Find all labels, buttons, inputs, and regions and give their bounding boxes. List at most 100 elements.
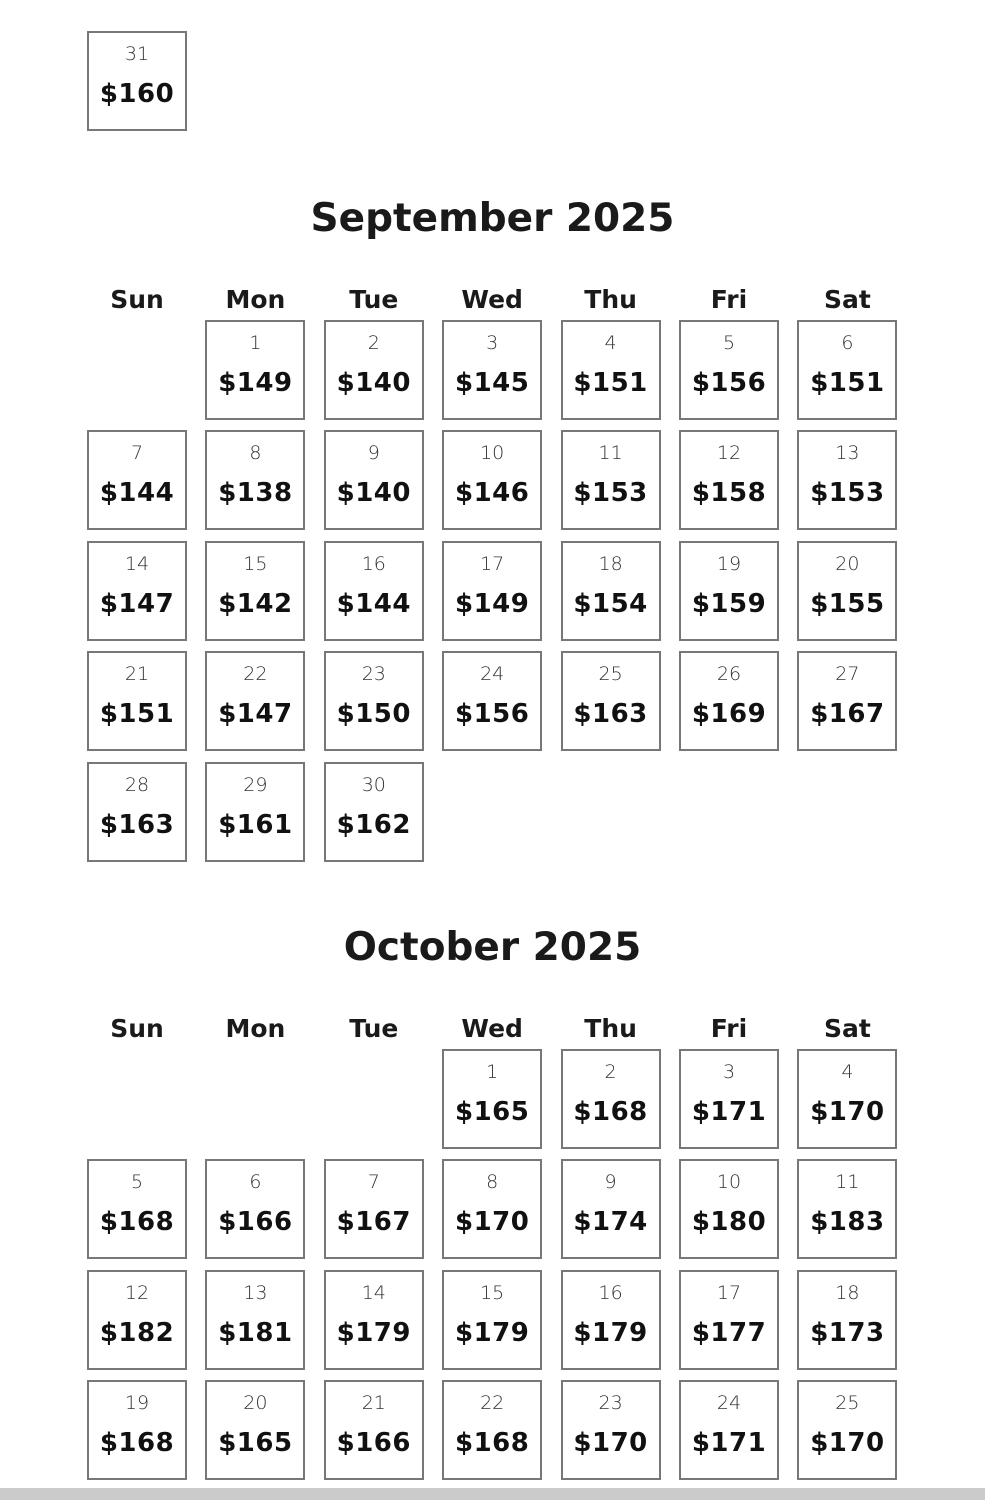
day-price: $159	[691, 588, 767, 619]
day-price: $168	[573, 1097, 648, 1127]
day-cell[interactable]: 2 $140	[323, 320, 424, 420]
day-price: $182	[99, 1317, 175, 1348]
day-number: 28	[124, 773, 150, 796]
day-cell[interactable]: 7 $167	[323, 1159, 424, 1260]
day-cell[interactable]: 5 $156	[679, 320, 779, 420]
day-cell[interactable]: 4 $170	[797, 1049, 898, 1149]
day-price: $149	[455, 588, 530, 619]
day-price: $168	[99, 1428, 175, 1459]
day-number: 5	[722, 332, 736, 354]
day-number: 9	[604, 1171, 617, 1194]
day-number: 22	[480, 1392, 505, 1415]
day-cell[interactable]: 6 $151	[797, 320, 898, 420]
day-cell[interactable]: 8 $138	[205, 430, 306, 531]
day-number: 3	[486, 332, 499, 354]
day-cell[interactable]: 23 $150	[323, 651, 424, 752]
day-cell[interactable]: 20 $155	[797, 540, 898, 641]
day-cell[interactable]: 21 $166	[323, 1380, 424, 1481]
day-cell[interactable]: 27 $167	[797, 651, 898, 752]
day-price: $183	[810, 1207, 885, 1238]
day-number: 5	[130, 1171, 144, 1194]
day-number: 17	[480, 552, 505, 575]
day-cell[interactable]: 10 $146	[442, 430, 543, 531]
day-cell[interactable]: 8 $170	[442, 1159, 543, 1260]
day-price: $165	[455, 1097, 530, 1127]
day-price: $170	[810, 1097, 885, 1127]
day-number: 10	[480, 442, 505, 465]
day-price: $168	[99, 1207, 175, 1238]
day-price: $174	[573, 1207, 648, 1238]
day-cell[interactable]: 11 $183	[797, 1159, 898, 1260]
day-cell[interactable]: 21 $151	[87, 651, 187, 752]
day-price: $170	[810, 1428, 885, 1459]
day-cell[interactable]: 30 $162	[323, 761, 424, 862]
day-cell[interactable]: 13 $153	[797, 430, 898, 531]
day-cell[interactable]: 15 $142	[205, 540, 306, 641]
day-cell[interactable]: 10 $180	[679, 1159, 779, 1260]
day-cell[interactable]: 16 $179	[560, 1269, 661, 1370]
day-cell[interactable]: 1 $149	[205, 320, 306, 420]
day-cell[interactable]: 20 $165	[205, 1380, 306, 1481]
day-cell[interactable]: 31 $160	[87, 31, 187, 131]
day-cell[interactable]: 17 $149	[442, 540, 543, 641]
weekday-header: Sat	[823, 285, 871, 314]
day-cell[interactable]: 4 $151	[560, 320, 661, 420]
day-cell[interactable]: 3 $145	[442, 320, 543, 420]
day-price: $169	[691, 699, 767, 730]
day-cell[interactable]: 29 $161	[205, 761, 306, 862]
day-cell[interactable]: 12 $182	[87, 1269, 187, 1370]
day-cell[interactable]: 18 $154	[560, 540, 661, 641]
day-price: $144	[99, 478, 175, 509]
weekday-header: Tue	[349, 285, 399, 314]
day-cell[interactable]: 6 $166	[205, 1159, 306, 1260]
day-cell[interactable]: 12 $158	[679, 430, 779, 531]
weekday-header: Wed	[461, 285, 523, 314]
scrollbar-track[interactable]	[0, 1488, 985, 1500]
day-cell[interactable]: 9 $174	[560, 1159, 661, 1260]
day-cell[interactable]: 23 $170	[560, 1380, 661, 1481]
day-price: $170	[455, 1207, 530, 1238]
day-cell[interactable]: 16 $144	[323, 540, 424, 641]
day-number: 25	[835, 1392, 860, 1415]
day-cell[interactable]: 28 $163	[87, 761, 187, 862]
day-cell[interactable]: 19 $168	[87, 1380, 187, 1481]
weekday-header: Sun	[110, 1014, 164, 1043]
day-cell[interactable]: 22 $168	[442, 1380, 543, 1481]
day-cell[interactable]: 17 $177	[679, 1269, 779, 1370]
day-cell[interactable]: 11 $153	[560, 430, 661, 531]
day-cell[interactable]: 19 $159	[679, 540, 779, 641]
day-cell[interactable]: 22 $147	[205, 651, 306, 752]
day-cell[interactable]: 7 $144	[87, 430, 187, 531]
day-cell[interactable]: 25 $163	[560, 651, 661, 752]
day-cell[interactable]: 13 $181	[205, 1269, 306, 1370]
day-number: 15	[480, 1281, 505, 1304]
day-cell[interactable]: 14 $179	[323, 1269, 424, 1370]
day-cell[interactable]: 1 $165	[442, 1049, 543, 1149]
day-cell[interactable]: 15 $179	[442, 1269, 543, 1370]
day-price: $166	[218, 1207, 293, 1238]
day-price: $138	[218, 478, 293, 509]
day-price: $166	[336, 1428, 411, 1459]
weekday-header: Fri	[710, 1014, 748, 1043]
day-number: 23	[598, 1392, 623, 1415]
day-cell[interactable]: 3 $171	[679, 1049, 779, 1149]
day-cell[interactable]: 2 $168	[560, 1049, 661, 1149]
day-number: 8	[486, 1171, 499, 1194]
day-number: 13	[835, 442, 860, 465]
day-price: $153	[810, 478, 885, 509]
day-cell[interactable]: 26 $169	[679, 651, 779, 752]
weekday-header: Mon	[225, 1014, 286, 1043]
day-price: $158	[691, 478, 767, 509]
day-cell[interactable]: 5 $168	[87, 1159, 187, 1260]
day-cell[interactable]: 25 $170	[797, 1380, 898, 1481]
day-cell[interactable]: 24 $156	[442, 651, 543, 752]
day-price: $147	[99, 588, 175, 619]
day-cell[interactable]: 14 $147	[87, 540, 187, 641]
day-number: 12	[124, 1281, 150, 1304]
day-cell[interactable]: 24 $171	[679, 1380, 779, 1481]
day-cell[interactable]: 9 $140	[323, 430, 424, 531]
day-cell[interactable]: 18 $173	[797, 1269, 898, 1370]
day-price: $170	[573, 1428, 648, 1459]
day-number: 2	[604, 1061, 617, 1083]
day-price: $179	[336, 1317, 411, 1348]
